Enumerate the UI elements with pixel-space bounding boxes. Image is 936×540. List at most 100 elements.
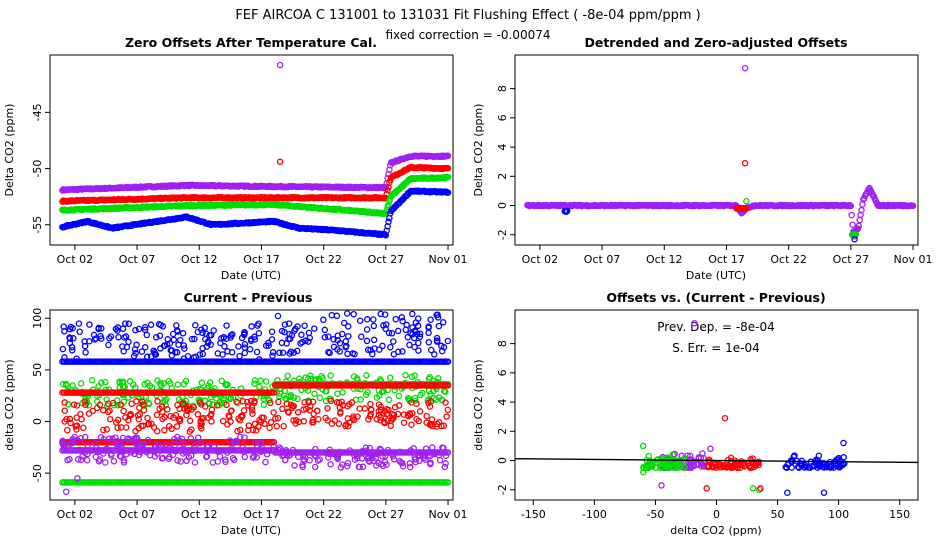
blue-point	[115, 333, 122, 341]
green-point	[198, 379, 206, 387]
red-point	[153, 411, 161, 419]
blue-point	[288, 332, 296, 339]
blue-point	[248, 323, 255, 330]
blue-point	[370, 336, 378, 344]
purple-point	[299, 461, 306, 469]
prev-dep-annotation: Prev. Dep. = -8e-04	[657, 320, 775, 334]
blue-point	[363, 316, 371, 323]
green-point	[223, 381, 230, 389]
red-point	[324, 417, 331, 424]
red-point	[394, 410, 402, 418]
blue-point	[82, 349, 89, 356]
blue-point	[221, 343, 228, 350]
green-point	[102, 378, 109, 386]
red-point	[423, 412, 430, 420]
x-tick-label: Oct 07	[584, 253, 621, 266]
green-point	[749, 485, 757, 492]
red-point	[133, 398, 140, 405]
purple-point	[194, 434, 202, 441]
green-point	[395, 392, 403, 400]
red-point	[183, 411, 190, 419]
green-point	[402, 371, 409, 379]
x-tick-label: Oct 22	[305, 508, 342, 521]
purple-point	[209, 459, 217, 466]
purple-point	[66, 455, 73, 463]
purple-point	[442, 460, 449, 467]
blue-point	[390, 350, 398, 358]
y-tick-label: -45	[31, 103, 44, 121]
red-point	[135, 415, 143, 423]
x-tick-label: -50	[646, 508, 664, 521]
red-point	[117, 401, 124, 408]
blue-point	[399, 348, 406, 355]
green-point	[251, 380, 258, 387]
blue-point	[122, 333, 130, 340]
data-marks	[59, 310, 452, 495]
red-point	[289, 402, 297, 409]
blue-point	[59, 345, 67, 353]
blue-point	[399, 317, 406, 325]
purple-outlier	[707, 445, 714, 453]
green-point	[126, 378, 134, 385]
red-point	[258, 414, 266, 421]
blue-point	[241, 349, 249, 357]
green-point	[287, 393, 295, 401]
purple-point	[132, 438, 140, 445]
purple-point	[83, 456, 91, 464]
green-point	[676, 463, 683, 470]
blue-point	[343, 342, 350, 350]
green-point	[436, 394, 443, 401]
blue-point	[433, 311, 440, 319]
x-tick-label: Oct 07	[119, 508, 156, 521]
blue-point	[161, 342, 169, 349]
figure-title: FEF AIRCOA C 131001 to 131031 Fit Flushi…	[235, 8, 700, 23]
data-marks	[639, 319, 848, 496]
x-tick-label: Oct 27	[368, 253, 405, 266]
blue-point	[86, 337, 93, 345]
blue-point	[444, 189, 452, 196]
blue-point	[241, 328, 248, 336]
blue-point	[106, 335, 113, 342]
red-point	[249, 426, 257, 434]
purple-point	[869, 192, 877, 199]
red-point	[208, 406, 216, 414]
blue-point	[286, 335, 294, 343]
green-point	[141, 381, 148, 388]
green-point	[77, 380, 85, 387]
purple-point	[229, 454, 237, 462]
blue-point	[325, 333, 332, 340]
red-point	[344, 422, 352, 430]
blue-point	[181, 345, 188, 352]
red-point	[80, 424, 87, 431]
red-point	[267, 399, 274, 407]
red-point	[164, 406, 171, 413]
red-point	[78, 415, 85, 423]
purple-point	[339, 461, 346, 468]
red-point	[73, 402, 81, 409]
panel-title: Zero Offsets After Temperature Cal.	[125, 35, 377, 50]
blue-point	[798, 461, 806, 469]
red-point	[125, 416, 132, 424]
y-tick-label: 4	[496, 144, 509, 151]
y-tick-label: -2	[496, 229, 509, 240]
blue-point	[105, 341, 112, 349]
blue-point	[76, 328, 83, 335]
red-point	[105, 400, 112, 408]
y-tick-label: 2	[496, 428, 509, 435]
blue-point	[285, 320, 293, 327]
red-point	[134, 412, 142, 419]
red-point	[103, 426, 111, 433]
blue-point	[370, 316, 377, 323]
data-marks	[59, 61, 452, 239]
purple-point	[444, 449, 452, 456]
red-point	[179, 401, 187, 408]
green-point	[375, 392, 383, 399]
purple-point	[855, 222, 863, 230]
purple-point	[110, 457, 118, 465]
plot-frame	[49, 54, 454, 246]
x-axis-label: Date (UTC)	[221, 269, 281, 282]
x-tick-label: Oct 17	[243, 253, 280, 266]
red-point	[66, 415, 74, 423]
red-point	[306, 407, 313, 414]
green-point	[197, 397, 204, 404]
